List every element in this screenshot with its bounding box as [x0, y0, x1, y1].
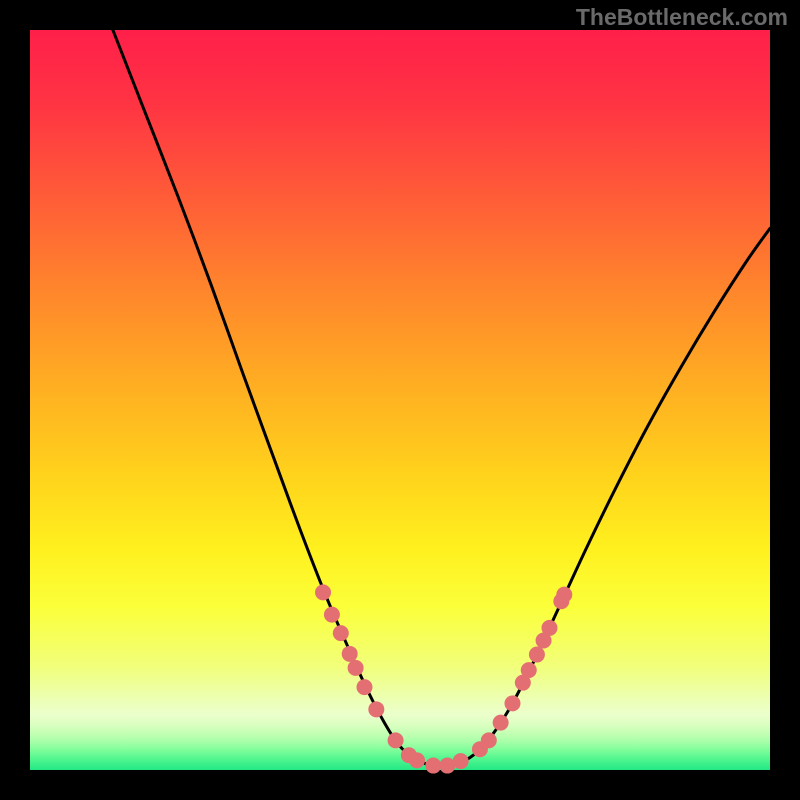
data-marker — [388, 732, 404, 748]
data-marker — [356, 679, 372, 695]
data-marker — [342, 646, 358, 662]
data-marker — [481, 732, 497, 748]
watermark-text: TheBottleneck.com — [576, 4, 788, 31]
data-marker — [333, 625, 349, 641]
data-marker — [315, 584, 331, 600]
data-marker — [521, 662, 537, 678]
data-marker — [425, 758, 441, 774]
chart-svg — [0, 0, 800, 800]
data-marker — [504, 695, 520, 711]
data-marker — [529, 647, 545, 663]
data-marker — [324, 607, 340, 623]
data-marker — [409, 752, 425, 768]
data-marker — [453, 753, 469, 769]
data-marker — [541, 620, 557, 636]
chart-canvas: TheBottleneck.com — [0, 0, 800, 800]
data-marker — [493, 715, 509, 731]
data-marker — [368, 701, 384, 717]
data-marker — [348, 660, 364, 676]
data-marker — [556, 587, 572, 603]
plot-background — [30, 30, 770, 770]
